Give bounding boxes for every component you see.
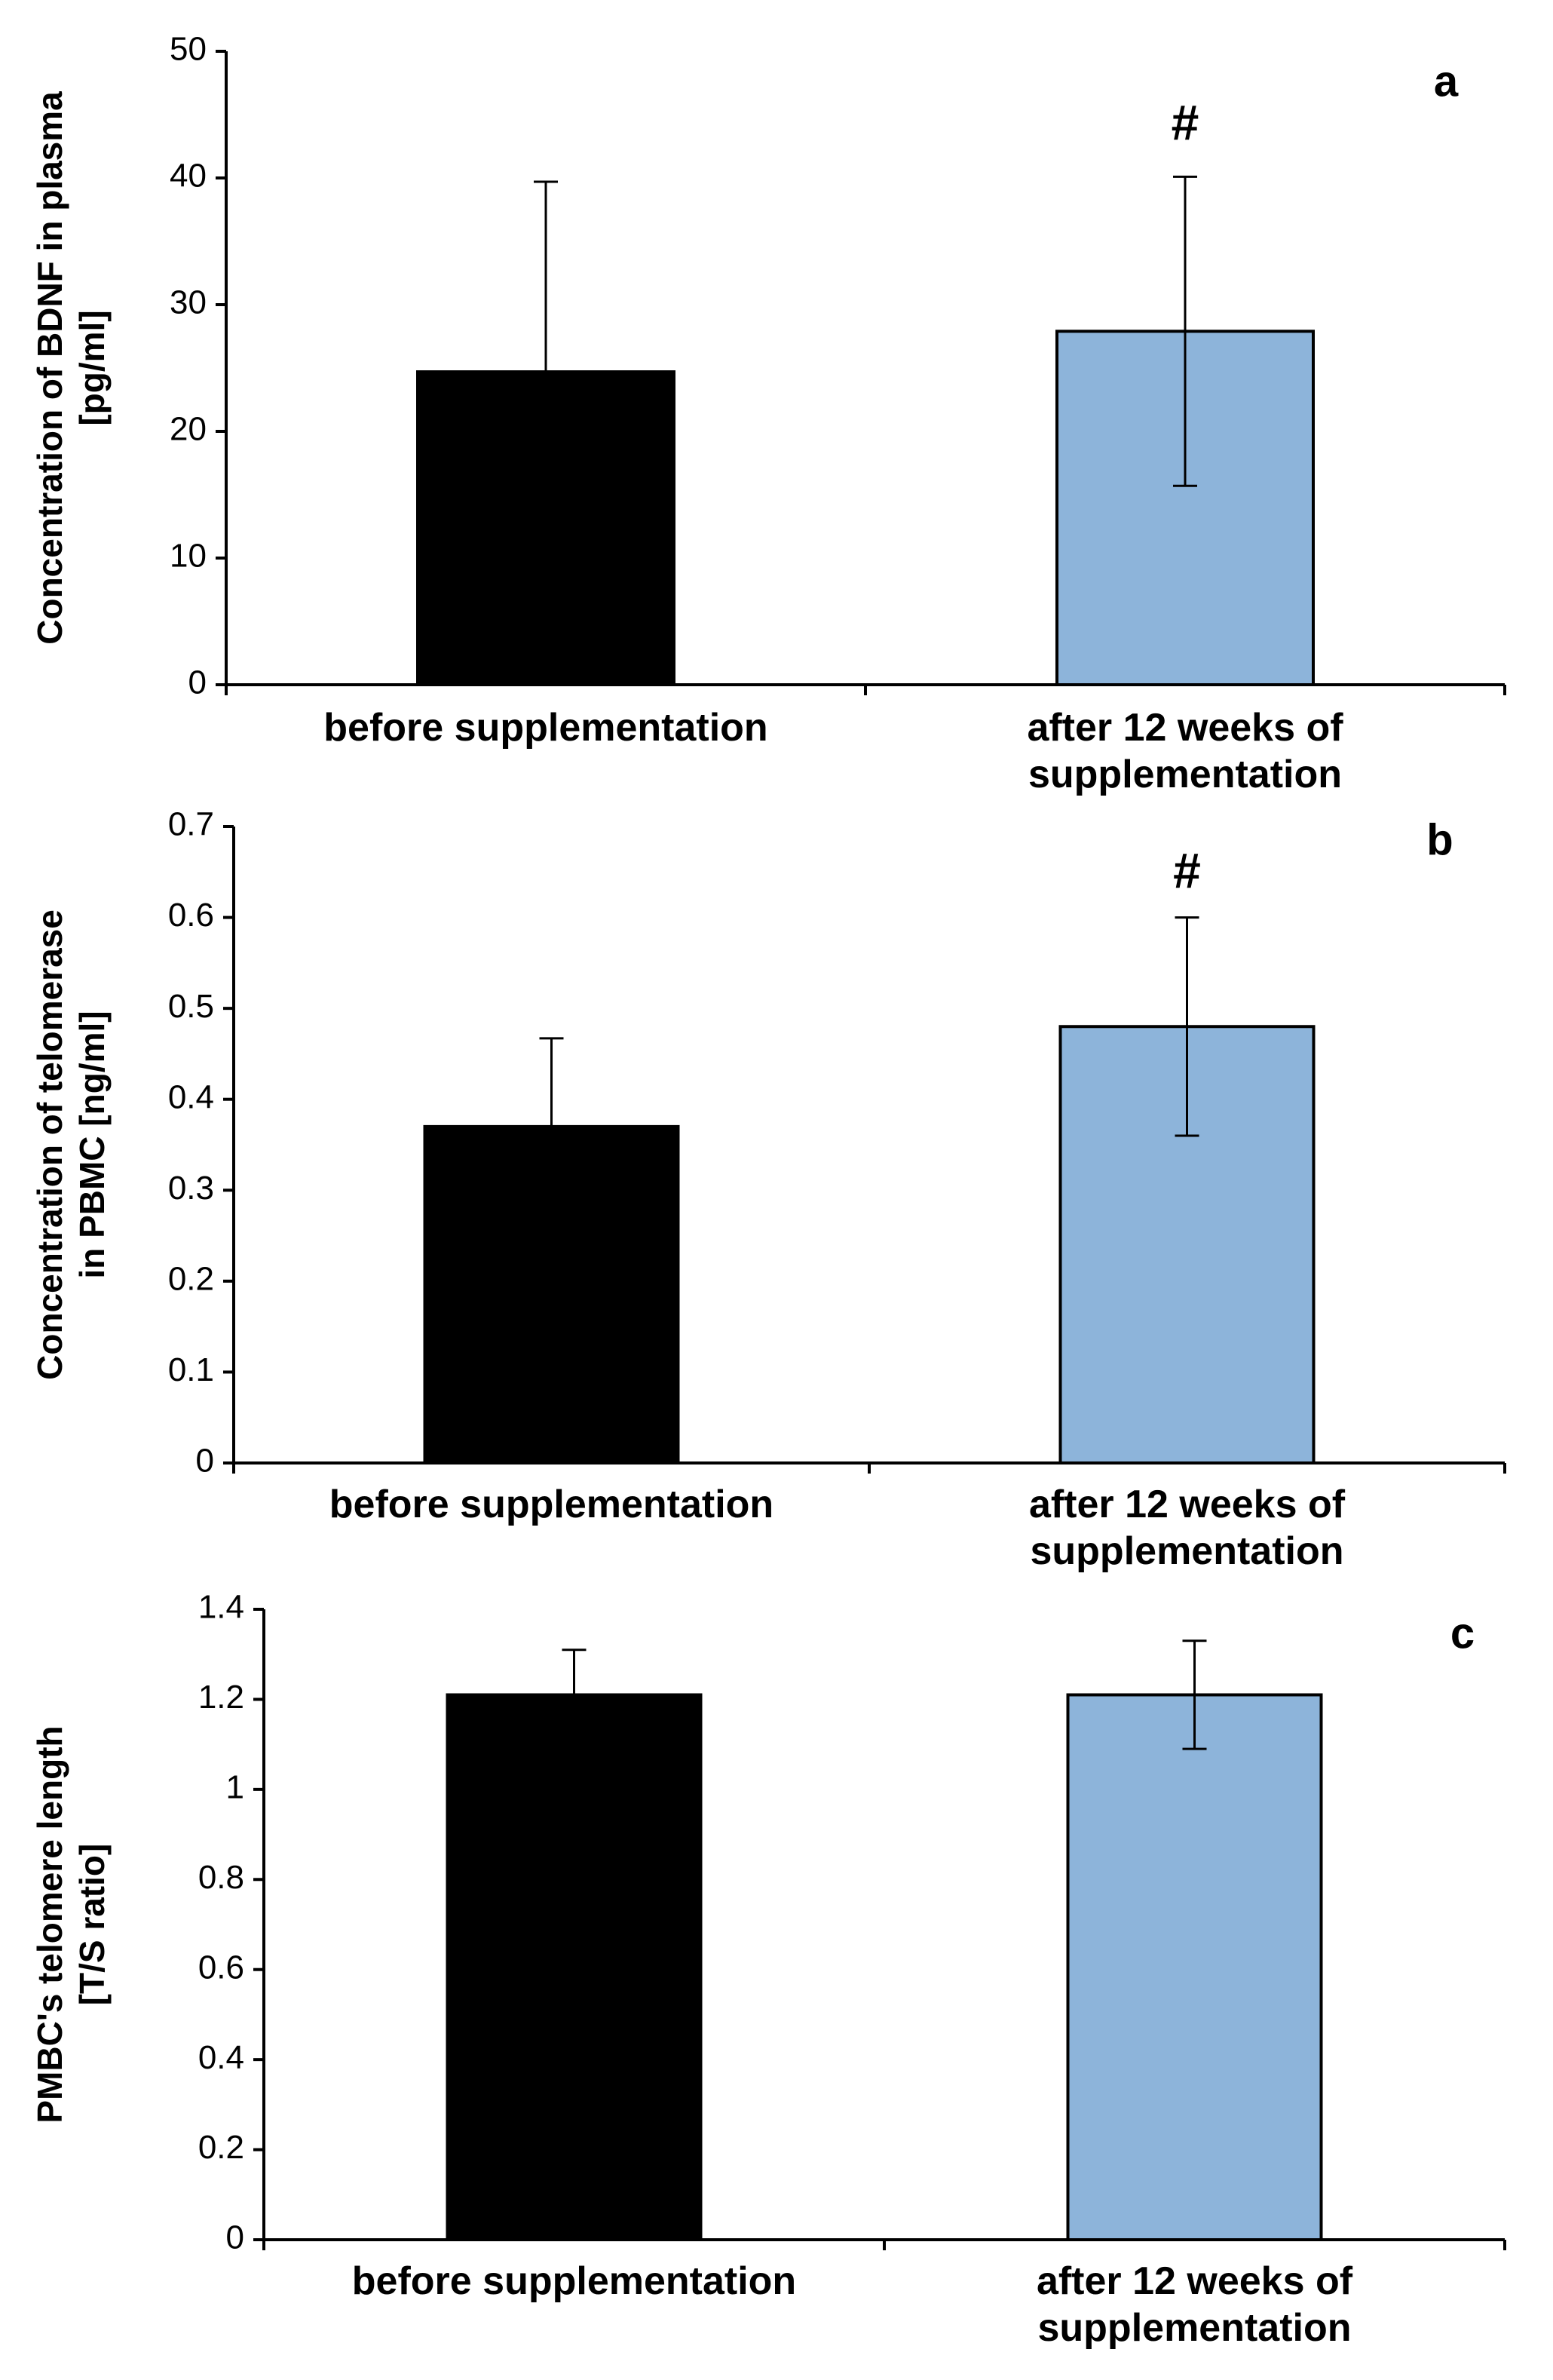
category-label: supplementation [1028,753,1342,796]
category-label: before supplementation [323,706,767,750]
chart-panel-c: before supplementation after 12 weeks ofs… [30,1589,1506,2350]
y-tick-label: 1.4 [198,1589,244,1626]
panel-label: c [1450,1609,1475,1658]
y-tick-label: 0.8 [198,1859,244,1896]
y-tick-label: 0.1 [168,1351,214,1388]
y-axis-label: in PBMC [ng/ml] [72,1011,112,1278]
y-axis-label: [pg/ml] [72,310,112,425]
y-tick-label: 1 [226,1768,244,1805]
y-tick-label: 10 [170,538,207,575]
y-tick-label: 0.4 [168,1078,214,1115]
y-tick-label: 1.2 [198,1679,244,1716]
y-tick-label: 50 [170,31,207,68]
y-tick-label: 30 [170,284,207,321]
significance-mark: # [1173,842,1201,898]
y-axis-label: [T/S ratio] [72,1844,112,2006]
y-tick-label: 0 [188,664,207,701]
y-tick-label: 0.2 [168,1260,214,1297]
y-tick-label: 0 [226,2219,244,2256]
y-tick-label: 0.6 [168,897,214,934]
panel-label: b [1426,815,1453,864]
chart-panel-b: before supplementation # after 12 weeks of… [30,806,1506,1573]
category-label: after 12 weeks of [1037,2259,1353,2303]
y-tick-label: 0.7 [168,806,214,843]
y-tick-label: 0 [196,1443,214,1480]
category-label: before supplementation [352,2259,796,2303]
y-tick-label: 0.5 [168,988,214,1025]
bar-before [446,1693,703,2241]
y-tick-label: 0.2 [198,2129,244,2166]
y-axis-label: Concentration of BDNF in plasma [30,91,69,645]
y-tick-label: 0.6 [198,1949,244,1986]
bar-after [1066,1693,1323,2241]
y-tick-label: 0.3 [168,1170,214,1207]
category-label: before supplementation [329,1483,773,1526]
panel-label: a [1434,57,1459,106]
category-label: after 12 weeks of [1027,706,1343,750]
bar-after [1058,1025,1316,1465]
y-axis-label: Concentration of telomerase [30,909,69,1380]
category-label: supplementation [1037,2306,1351,2350]
category-label: supplementation [1030,1529,1343,1573]
category-label: after 12 weeks of [1029,1483,1346,1526]
chart-panel-a: before supplementation # after 12 weeks of… [30,31,1506,796]
y-tick-label: 40 [170,158,207,195]
y-axis-label: PMBC's telomere length [30,1725,69,2123]
y-tick-label: 0.4 [198,2039,244,2076]
significance-mark: # [1172,94,1199,150]
y-tick-label: 20 [170,411,207,448]
